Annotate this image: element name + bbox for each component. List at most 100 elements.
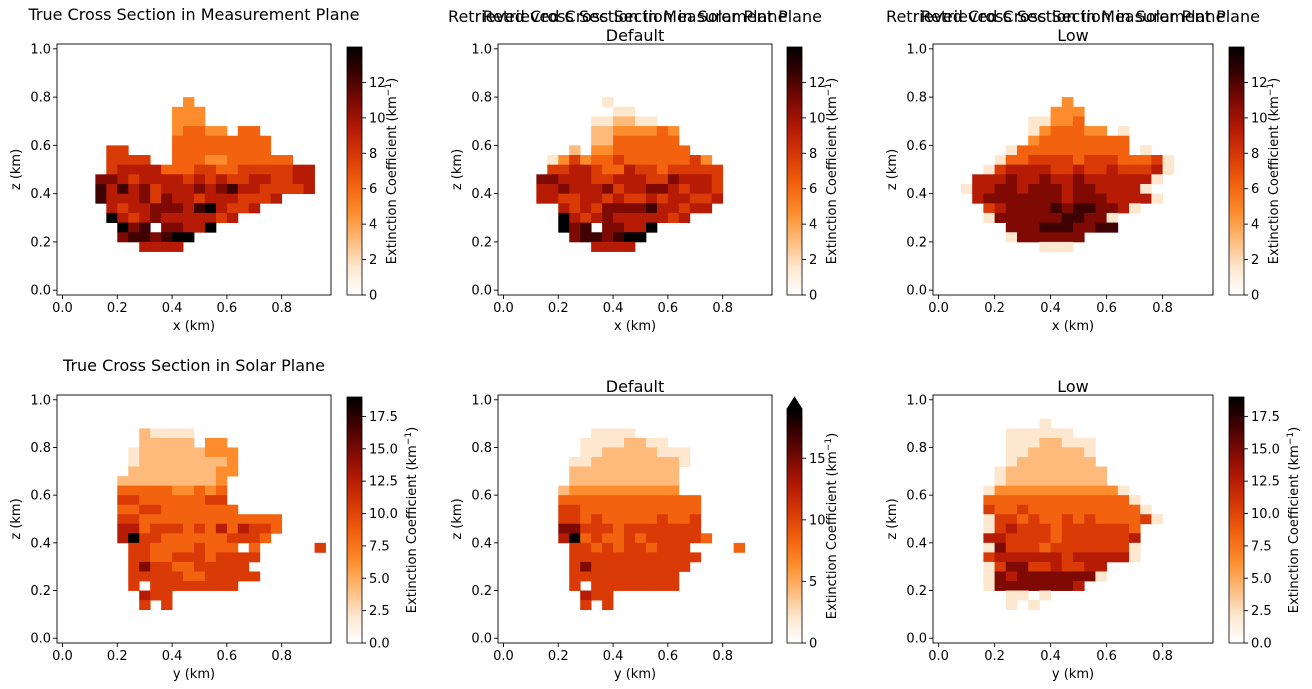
- colorbar-label: Extinction Coefficient (km−1): [384, 78, 400, 264]
- heatmap-cell: [580, 447, 592, 458]
- y-tick-label: 0.6: [30, 139, 51, 154]
- heatmap-cell: [1050, 135, 1063, 146]
- heatmap-cell: [635, 466, 647, 477]
- heatmap-cell: [1117, 203, 1130, 214]
- heatmap-cell: [1073, 126, 1085, 137]
- heatmap-cell: [689, 504, 702, 515]
- heatmap-cell: [1005, 542, 1018, 553]
- heatmap-cell: [215, 174, 228, 185]
- heatmap-cell: [117, 203, 129, 214]
- heatmap-cell: [1061, 193, 1074, 204]
- heatmap-cell: [635, 174, 647, 185]
- colorbar-tick-label: 0.0: [1251, 637, 1272, 652]
- heatmap-cell: [569, 193, 581, 204]
- heatmap-cell: [591, 241, 603, 252]
- heatmap-cell: [1073, 183, 1085, 195]
- heatmap-cell: [270, 164, 283, 175]
- y-tick-label: 0.8: [906, 441, 927, 456]
- heatmap-cell: [1084, 222, 1096, 233]
- heatmap-cell: [591, 504, 603, 515]
- heatmap-cell: [1005, 183, 1018, 195]
- colorbar-tick-label: 10: [809, 111, 826, 126]
- heatmap-cell: [591, 533, 603, 544]
- heatmap-cell: [215, 135, 228, 146]
- x-tick-label: 0.0: [493, 649, 514, 664]
- heatmap-cell: [1084, 466, 1096, 477]
- heatmap-cell: [645, 504, 658, 515]
- heatmap-cell: [1117, 155, 1130, 166]
- heatmap-cell: [1017, 457, 1029, 467]
- heatmap-cell: [1017, 514, 1029, 525]
- heatmap-cell: [1061, 164, 1074, 175]
- heatmap-cell: [1028, 466, 1040, 477]
- heatmap-cell: [678, 561, 691, 572]
- heatmap-cell: [580, 523, 592, 534]
- heatmap-cell: [591, 485, 603, 496]
- heatmap-cell: [656, 581, 669, 591]
- heatmap-cell: [1028, 145, 1040, 156]
- heatmap-cell: [128, 447, 140, 458]
- heatmap-cell: [667, 523, 680, 534]
- colorbar-tick-label: 10: [1251, 111, 1268, 126]
- heatmap-cell: [1084, 447, 1096, 458]
- heatmap-cell: [183, 476, 195, 487]
- x-tick-label: 0.2: [107, 301, 128, 316]
- heatmap-cells: [961, 97, 1175, 252]
- heatmap-cell: [150, 232, 162, 243]
- heatmap-cell: [1028, 552, 1040, 563]
- colorbar-label-close: ): [1287, 427, 1302, 432]
- heatmap-cell: [150, 428, 162, 439]
- heatmap-cell: [1028, 126, 1040, 137]
- heatmap-cell: [248, 183, 261, 195]
- heatmap-cell: [1005, 222, 1018, 233]
- heatmap-cell: [983, 504, 995, 515]
- heatmap-cell: [237, 552, 250, 563]
- heatmap-cell: [117, 145, 129, 156]
- colorbar-tick-label: 15.0: [1251, 442, 1280, 457]
- heatmap-cell: [569, 145, 581, 156]
- heatmap-cell: [1140, 145, 1152, 156]
- heatmap-cell: [569, 457, 581, 467]
- heatmap-cell: [624, 428, 636, 439]
- heatmap-cell: [624, 212, 636, 223]
- colorbar-label: Extinction Coefficient (km−1): [1286, 427, 1302, 613]
- heatmap-cell: [558, 164, 570, 175]
- heatmap-cell: [237, 533, 250, 544]
- heatmap-cell: [1017, 183, 1029, 195]
- heatmap-cell: [983, 203, 995, 214]
- heatmap-cell: [558, 533, 570, 544]
- heatmap-cell: [215, 485, 228, 496]
- y-tick-label: 0.0: [471, 632, 492, 647]
- heatmap-cell: [700, 174, 713, 185]
- heatmap-cell: [117, 533, 129, 544]
- heatmap-cell: [656, 183, 669, 195]
- heatmap-cell: [139, 523, 151, 534]
- heatmap-cell: [215, 495, 228, 506]
- heatmap-cell: [667, 164, 680, 175]
- heatmap-cell: [1061, 581, 1074, 591]
- heatmap-cell: [248, 514, 261, 525]
- heatmap-cell: [204, 485, 217, 496]
- heatmap-cell: [569, 523, 581, 534]
- heatmap-cell: [1084, 533, 1096, 544]
- heatmap-cell: [635, 495, 647, 506]
- heatmap-cell: [580, 542, 592, 553]
- heatmap-cell: [1061, 212, 1074, 223]
- heatmap-cell: [624, 241, 636, 252]
- heatmap-cell: [183, 97, 195, 108]
- heatmap-cell: [281, 164, 294, 175]
- heatmap-cell: [624, 571, 636, 582]
- heatmap-cell: [248, 203, 261, 214]
- heatmap-cell: [1106, 193, 1119, 204]
- heatmap-cell: [1028, 447, 1040, 458]
- heatmap-cell: [1073, 523, 1085, 534]
- heatmap-cell: [1151, 514, 1163, 525]
- heatmap-cell: [248, 533, 261, 544]
- heatmap-cell: [1005, 174, 1018, 185]
- heatmap-cell: [1117, 485, 1130, 496]
- heatmap-cell: [1095, 126, 1107, 137]
- heatmap-cell: [106, 164, 118, 175]
- heatmap-cell: [983, 561, 995, 572]
- colorbar: [1228, 46, 1245, 296]
- heatmap-cell: [139, 447, 151, 458]
